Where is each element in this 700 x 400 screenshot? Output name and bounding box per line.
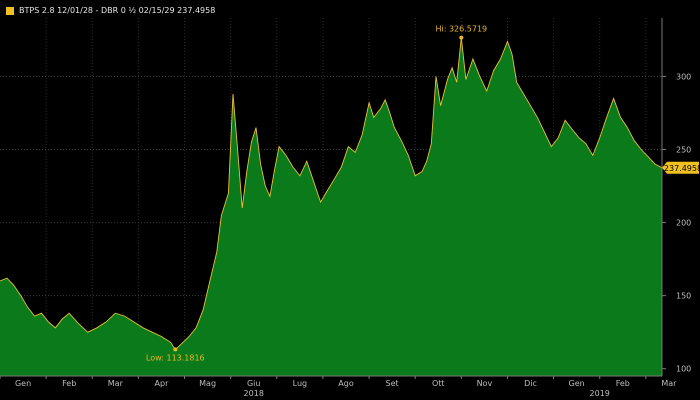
- last-value-label: 237.4958: [664, 164, 700, 173]
- x-axis-ticks: Gen Feb Mar Apr Mag Giu Lug Ago Set Ott Nov Dic Gen F…: [0, 376, 677, 398]
- x-tick-label: Feb: [616, 379, 630, 388]
- y-tick-label: 150: [676, 292, 691, 301]
- chart-legend: BTPS 2.8 12/01/28 - DBR 0 ½ 02/15/29 237…: [6, 6, 215, 15]
- low-marker: [173, 347, 178, 352]
- last-value-tag: [662, 161, 699, 174]
- x-tick-label: Gen: [569, 379, 585, 388]
- x-tick-label: Ago: [338, 379, 354, 388]
- y-tick-label: 100: [676, 365, 691, 374]
- x-year-label: 2019: [590, 389, 610, 398]
- x-tick-label: Set: [386, 379, 399, 388]
- x-tick-label: Dic: [524, 379, 537, 388]
- x-year-label: 2018: [244, 389, 264, 398]
- x-tick-label: Nov: [477, 379, 493, 388]
- y-tick-label: 300: [676, 72, 691, 81]
- low-label: Low: 113.1816: [146, 353, 205, 362]
- y-tick-label: 250: [676, 146, 691, 155]
- high-label: Hi: 326.5719: [435, 25, 487, 34]
- y-tick-label: 200: [676, 219, 691, 228]
- x-tick-label: Mag: [199, 379, 216, 388]
- series-line: [0, 37, 663, 351]
- x-tick-label: Gen: [15, 379, 31, 388]
- legend-label: BTPS 2.8 12/01/28 - DBR 0 ½ 02/15/29 237…: [19, 6, 216, 15]
- x-tick-label: Apr: [155, 379, 170, 388]
- legend-swatch: [6, 6, 14, 15]
- y-axis-ticks: 100 150 200 250 300: [662, 72, 691, 374]
- x-tick-label: Mar: [108, 379, 124, 388]
- annotations: Hi: 326.5719 Low: 113.1816 237.4958: [146, 25, 700, 363]
- x-tick-label: Lug: [293, 379, 307, 388]
- high-marker: [459, 35, 464, 40]
- x-tick-label: Feb: [62, 379, 76, 388]
- x-tick-label: Ott: [432, 379, 445, 388]
- x-tick-label: Giu: [247, 379, 261, 388]
- x-tick-label: Mar: [661, 379, 677, 388]
- series-area: [0, 37, 662, 376]
